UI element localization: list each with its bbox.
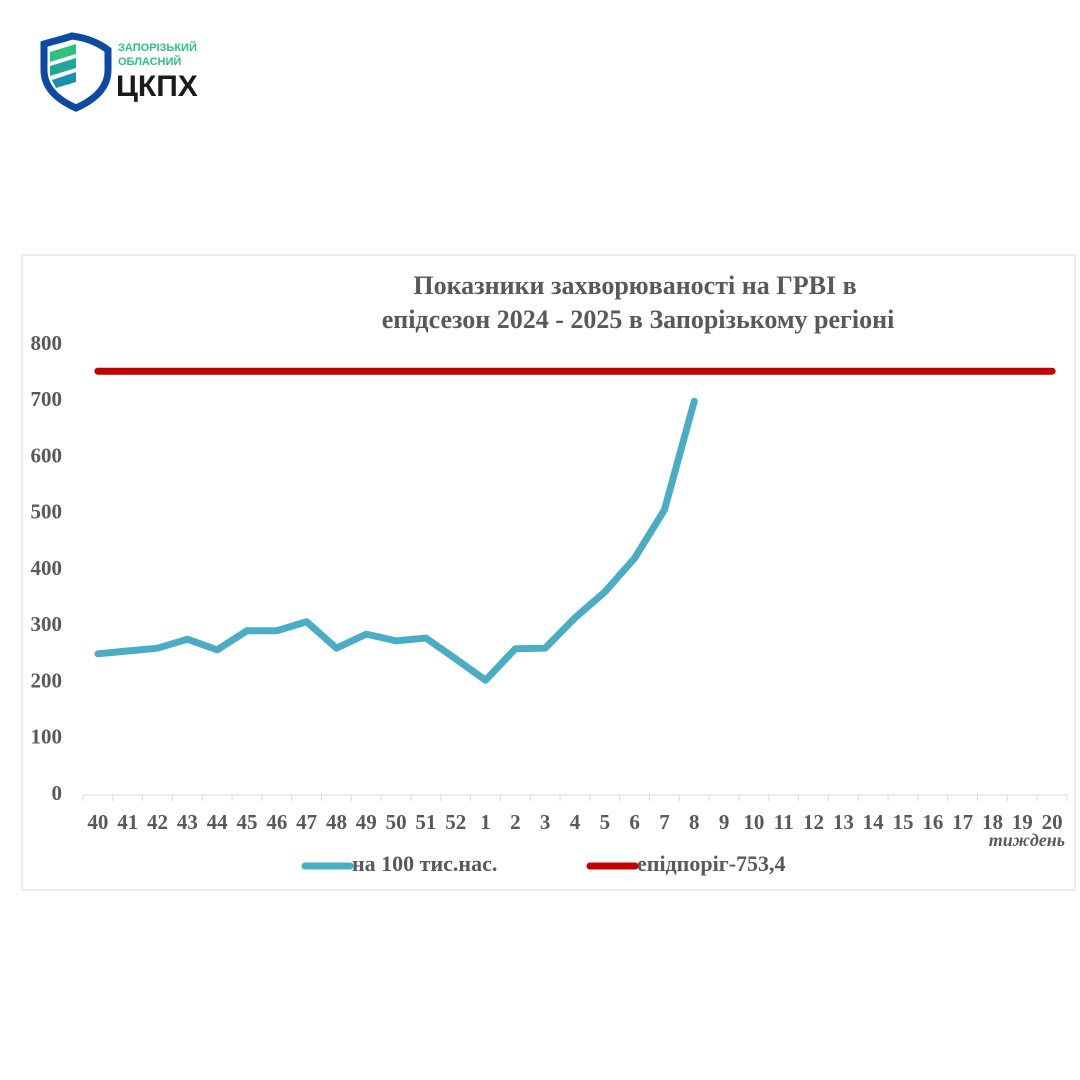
x-axis-label: тиждень: [989, 830, 1065, 850]
x-tick-label: 49: [356, 810, 377, 834]
y-tick-label: 400: [31, 556, 63, 580]
y-tick-label: 500: [31, 500, 63, 524]
chart-frame: [21, 254, 1076, 891]
x-tick-label: 17: [952, 810, 973, 834]
x-tick-label: 1: [480, 810, 491, 834]
y-tick-label: 700: [31, 387, 63, 411]
logo-text: ЗАПОРІЗЬКИЙ: [118, 41, 197, 54]
x-tick-label: 11: [774, 810, 794, 834]
x-tick-label: 46: [266, 810, 287, 834]
x-tick-label: 15: [893, 810, 914, 834]
logo: ЗАПОРІЗЬКИЙ ОБЛАСНИЙ ЦКПХ: [40, 32, 198, 112]
x-tick-label: 19: [1012, 810, 1033, 834]
x-tick-label: 51: [415, 810, 436, 834]
x-tick-label: 5: [600, 810, 611, 834]
chart-title: Показники захворюваності на ГРВІ в: [413, 271, 856, 300]
y-tick-label: 0: [52, 781, 63, 805]
x-tick-label: 52: [445, 810, 466, 834]
x-tick-label: 42: [147, 810, 168, 834]
x-tick-label: 6: [629, 810, 640, 834]
x-tick-label: 7: [659, 810, 670, 834]
x-tick-label: 20: [1042, 810, 1063, 834]
y-tick-label: 200: [31, 668, 63, 692]
x-tick-label: 4: [570, 810, 581, 834]
chart-title: епідсезон 2024 - 2025 в Запорізькому рег…: [382, 305, 895, 334]
x-tick-label: 50: [386, 810, 407, 834]
logo-stripe: [52, 72, 76, 88]
y-tick-label: 600: [31, 443, 63, 467]
logo-text: ОБЛАСНИЙ: [118, 55, 181, 68]
logo-shield: [40, 32, 112, 112]
x-tick-label: 48: [326, 810, 347, 834]
x-tick-label: 18: [982, 810, 1003, 834]
legend-label: епідпоріг-753,4: [637, 851, 786, 876]
x-tick-label: 13: [833, 810, 854, 834]
x-tick-label: 16: [922, 810, 943, 834]
x-tick-label: 45: [237, 810, 258, 834]
series-line: [94, 397, 698, 684]
x-tick-label: 10: [743, 810, 764, 834]
legend-label: на 100 тис.нас.: [352, 851, 497, 876]
x-tick-label: 2: [510, 810, 521, 834]
x-tick-label: 3: [540, 810, 551, 834]
y-tick-label: 100: [31, 725, 63, 749]
logo-stripe: [50, 58, 76, 76]
x-tick-label: 40: [87, 810, 108, 834]
x-tick-label: 8: [689, 810, 700, 834]
x-tick-label: 43: [177, 810, 198, 834]
x-tick-label: 12: [803, 810, 824, 834]
y-tick-label: 300: [31, 612, 63, 636]
x-tick-label: 9: [719, 810, 730, 834]
logo-name: ЦКПХ: [116, 70, 198, 103]
logo-stripe: [50, 44, 76, 62]
x-tick-label: 47: [296, 810, 317, 834]
y-tick-label: 800: [31, 331, 63, 355]
x-tick-label: 44: [207, 810, 229, 834]
x-tick-label: 14: [863, 810, 885, 834]
x-tick-label: 41: [117, 810, 138, 834]
